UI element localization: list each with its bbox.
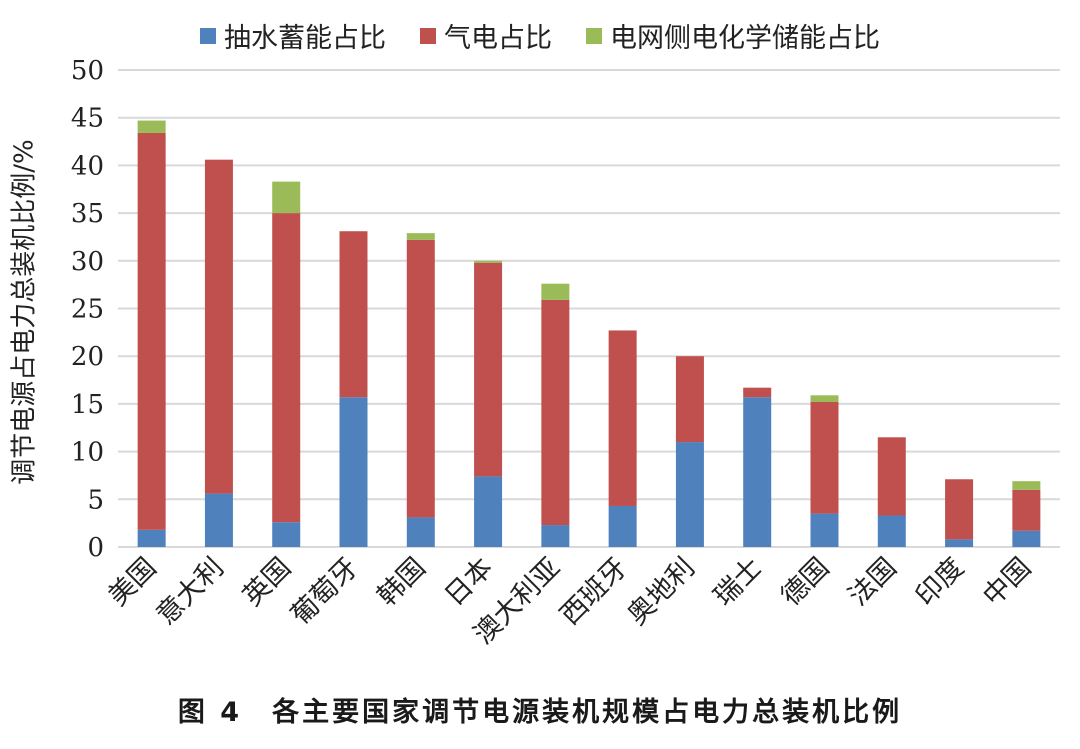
x-tick-label: 法国 [843,552,903,612]
bar-segment [272,213,301,523]
y-tick-label: 30 [71,247,104,277]
x-tick-label: 美国 [102,552,162,612]
y-tick-label: 10 [71,438,104,468]
legend-swatch-gas-power [420,27,436,44]
y-tick-label: 20 [71,342,104,372]
x-tick-label: 瑞士 [708,552,768,612]
bar-segment [339,231,368,398]
bar-segment [137,132,166,530]
x-tick-label: 奥地利 [622,552,701,631]
legend: 抽水蓄能占比 气电占比 电网侧电化学储能占比 [0,16,1080,55]
bar-segment [541,283,570,300]
bar-segment [339,397,368,547]
bar-segment [877,437,906,516]
bar-segment [608,330,637,506]
bar-segment [675,442,704,547]
legend-label-pumped-storage: 抽水蓄能占比 [224,23,386,54]
y-tick-label: 5 [87,485,104,515]
bar-segment [877,515,906,547]
y-tick-label: 35 [71,199,104,229]
bar-segment [204,159,233,494]
x-tick-label: 西班牙 [554,552,633,631]
legend-item-pumped-storage: 抽水蓄能占比 [200,16,386,55]
y-tick-label: 15 [71,390,104,420]
bar-segment [474,260,503,263]
bar-segment [810,513,839,547]
bar-segment [743,397,772,547]
legend-label-gas-power: 气电占比 [444,23,552,54]
y-tick-label: 0 [87,533,104,563]
x-tick-label: 德国 [775,552,835,612]
bar-segment [541,525,570,547]
bar-segment [1012,530,1041,547]
bar-segment [474,476,503,547]
x-tick-label: 英国 [237,552,297,612]
x-tick-label: 韩国 [372,552,432,612]
bar-segment [1012,481,1041,490]
bar-segment [137,529,166,547]
x-tick-label: 中国 [977,552,1037,612]
bar-segment [675,356,704,443]
bar-segment [474,262,503,477]
x-tick-label: 意大利 [151,552,230,631]
bar-segment [406,517,435,547]
bar-segment [743,387,772,398]
legend-label-grid-storage: 电网侧电化学储能占比 [610,23,880,54]
bar-segment [810,401,839,514]
bar-segment [272,522,301,547]
bar-segment [272,181,301,214]
bar-segment [541,299,570,526]
bar-segment [945,539,974,547]
bar-segment [406,239,435,518]
legend-swatch-grid-storage [586,27,602,44]
legend-item-grid-storage: 电网侧电化学储能占比 [586,16,880,55]
bar-segment [608,505,637,547]
bar-segment [406,233,435,240]
legend-item-gas-power: 气电占比 [420,16,552,55]
x-tick-label: 葡萄牙 [285,552,364,631]
bar-segment [810,395,839,402]
legend-swatch-pumped-storage [200,27,216,44]
x-tick-label: 印度 [910,552,970,612]
bar-segment [137,120,166,133]
x-tick-label: 日本 [439,552,499,612]
y-tick-label: 40 [71,151,104,181]
bar-segment [1012,489,1041,531]
y-tick-label: 45 [71,104,104,134]
y-tick-label: 25 [71,295,104,325]
y-tick-label: 50 [71,56,104,86]
bar-segment [204,493,233,547]
figure-caption: 图 4 各主要国家调节电源装机规模占电力总装机比例 [177,697,903,728]
bar-segment [945,479,974,540]
